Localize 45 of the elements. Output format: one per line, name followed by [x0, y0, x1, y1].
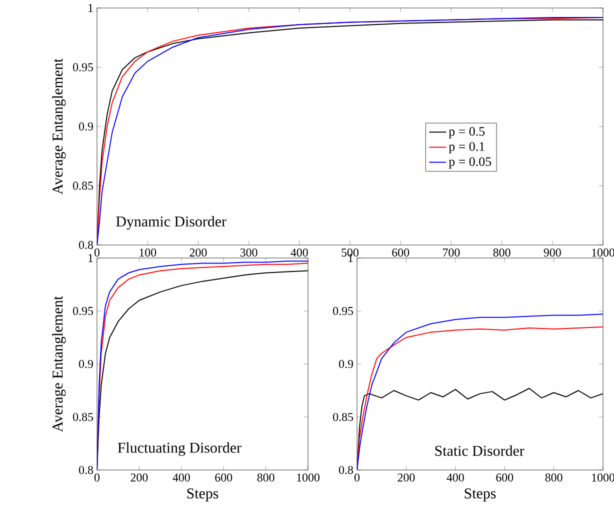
x-tick-label: 200	[130, 474, 148, 482]
x-tick-label: 0	[94, 474, 100, 482]
x-tick-label: 0	[354, 474, 360, 482]
legend-label: p = 0.1	[448, 142, 484, 154]
legend-label: p = 0.05	[448, 157, 492, 169]
x-tick-label: 600	[496, 474, 514, 482]
y-tick-label: 1	[88, 4, 93, 12]
x-tick-label: 200	[190, 248, 207, 257]
x-tick-label: 200	[398, 474, 415, 482]
x-tick-label: 800	[493, 248, 510, 257]
x-tick-label: 1000	[297, 474, 320, 482]
x-tick-label: 600	[215, 474, 232, 482]
y-axis-title: Average Entanglement	[52, 58, 66, 194]
annotation: Static Disorder	[435, 445, 524, 456]
x-tick-label: 600	[392, 248, 410, 257]
x-tick-label: 800	[257, 474, 274, 482]
y-tick-label: 0.85	[333, 412, 354, 422]
y-tick-label: 0.8	[338, 466, 354, 474]
y-tick-label: 0.85	[73, 412, 94, 422]
y-tick-label: 0.95	[73, 306, 94, 316]
y-tick-label: 0.8	[78, 240, 94, 250]
annotation: Fluctuating Disorder	[118, 442, 242, 456]
x-axis-title: Steps	[187, 488, 218, 502]
y-tick-label: 0.95	[73, 63, 94, 72]
y-tick-label: 0.8	[78, 466, 94, 474]
y-tick-label: 1	[88, 254, 93, 262]
y-tick-label: 0.95	[333, 306, 354, 316]
legend-label: p = 0.5	[448, 127, 485, 138]
x-tick-label: 300	[240, 248, 258, 257]
y-axis-title: Average Entanglement	[52, 296, 66, 432]
x-tick-label: 400	[172, 474, 190, 482]
y-tick-label: 0.9	[338, 360, 353, 368]
x-tick-label: 0	[94, 248, 100, 257]
x-tick-label: 700	[443, 248, 460, 257]
y-tick-label: 0.85	[73, 182, 94, 190]
x-tick-label: 1000	[592, 248, 614, 257]
x-tick-label: 400	[290, 248, 308, 257]
x-tick-label: 400	[446, 474, 464, 482]
x-axis-title: Steps	[464, 488, 496, 502]
x-tick-label: 800	[545, 474, 562, 482]
x-tick-label: 900	[544, 248, 561, 257]
y-tick-label: 0.9	[78, 360, 93, 368]
y-tick-label: 0.9	[78, 122, 93, 131]
annotation: Dynamic Disorder	[116, 216, 226, 230]
x-tick-label: 100	[140, 248, 156, 257]
